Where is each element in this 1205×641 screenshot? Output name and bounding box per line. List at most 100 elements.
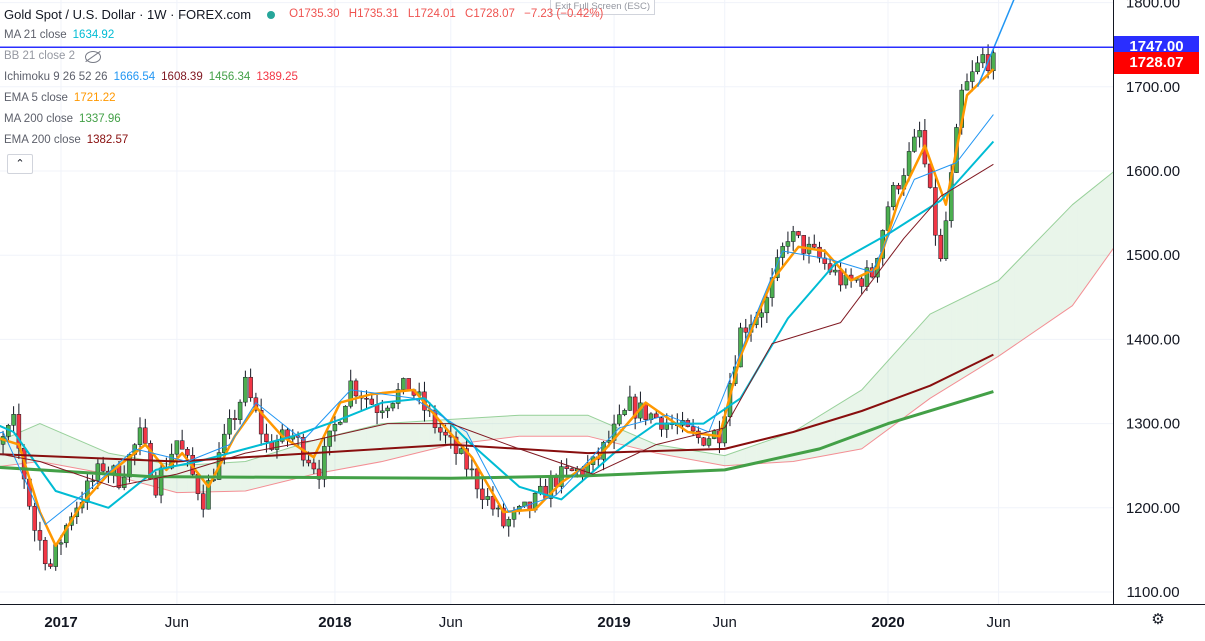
ichimoku-cloud-segment bbox=[524, 415, 530, 437]
collapse-legend-button[interactable]: ⌃ bbox=[7, 154, 33, 174]
candle-body bbox=[306, 459, 311, 464]
ichimoku-cloud-segment bbox=[1056, 215, 1062, 317]
ichimoku-cloud-segment bbox=[814, 415, 820, 458]
candle-body bbox=[58, 542, 64, 545]
indicator-row[interactable]: MA 200 close 1337.96 bbox=[4, 109, 609, 130]
series-line-ma-200-close bbox=[0, 390, 994, 480]
ichimoku-cloud-segment bbox=[529, 415, 536, 437]
ichimoku-cloud-segment bbox=[492, 416, 499, 440]
ichimoku-cloud-segment bbox=[1051, 220, 1057, 321]
ichimoku-cloud-segment bbox=[382, 423, 388, 462]
ichimoku-cloud-segment bbox=[176, 465, 183, 493]
ichimoku-cloud-segment bbox=[703, 452, 709, 463]
indicator-row[interactable]: BB 21 close 2 bbox=[4, 46, 609, 67]
ichimoku-cloud-segment bbox=[1024, 247, 1031, 339]
candle-body bbox=[116, 465, 122, 488]
indicator-row[interactable]: Ichimoku 9 26 52 26 1666.54 1608.39 1456.34… bbox=[4, 67, 609, 88]
indicator-row[interactable]: EMA 5 close 1721.22 bbox=[4, 88, 609, 109]
ichimoku-cloud-segment bbox=[535, 415, 541, 437]
indicator-value: 1337.96 bbox=[79, 113, 121, 125]
time-axis[interactable] bbox=[0, 604, 1113, 641]
ichimoku-cloud-segment bbox=[540, 415, 546, 437]
symbol-title[interactable]: Gold Spot / U.S. Dollar · 1W · FOREX.com bbox=[4, 7, 252, 22]
ichimoku-cloud-segment bbox=[514, 415, 520, 437]
indicator-value: 1456.34 bbox=[208, 71, 251, 83]
candle-body bbox=[137, 427, 143, 445]
y-tick-label: 1400.00 bbox=[1126, 331, 1180, 348]
ichimoku-cloud-segment bbox=[482, 417, 488, 441]
candle-body bbox=[980, 54, 986, 64]
candle-body bbox=[627, 396, 633, 411]
ichimoku-cloud-segment bbox=[772, 437, 778, 463]
close-value: C1728.07 bbox=[465, 8, 515, 20]
candle-body bbox=[833, 269, 838, 273]
open-value: O1735.30 bbox=[289, 8, 340, 20]
indicator-value: 1721.22 bbox=[73, 92, 116, 104]
ichimoku-cloud-segment bbox=[951, 301, 957, 386]
ichimoku-cloud-segment bbox=[571, 415, 578, 437]
ichimoku-cloud-segment bbox=[935, 308, 941, 396]
candle-body bbox=[237, 401, 243, 420]
series-line-ichimoku-conversion bbox=[0, 114, 994, 526]
ichimoku-cloud-segment bbox=[745, 446, 752, 465]
ichimoku-cloud-segment bbox=[877, 366, 883, 438]
price-axis[interactable] bbox=[1113, 0, 1205, 641]
ichimoku-cloud-segment bbox=[34, 423, 40, 463]
ichimoku-cloud-segment bbox=[603, 421, 609, 442]
ichimoku-cloud-segment bbox=[924, 314, 931, 403]
candle-body bbox=[121, 476, 127, 488]
candle-body bbox=[179, 440, 185, 450]
candle-body bbox=[311, 462, 317, 470]
hidden-eye-icon[interactable] bbox=[84, 50, 101, 63]
candle-body bbox=[706, 438, 712, 446]
candle-body bbox=[369, 398, 375, 405]
ichimoku-cloud-segment bbox=[1014, 258, 1020, 346]
ichimoku-cloud-segment bbox=[1019, 253, 1025, 342]
ichimoku-cloud-segment bbox=[993, 280, 999, 360]
candle-body bbox=[759, 312, 764, 318]
candle-body bbox=[348, 380, 353, 407]
ichimoku-cloud-segment bbox=[377, 423, 383, 463]
candle-body bbox=[701, 437, 706, 446]
candle-body bbox=[506, 519, 511, 527]
ichimoku-cloud-segment bbox=[371, 424, 378, 464]
ichimoku-cloud-segment bbox=[967, 293, 973, 376]
candle-body bbox=[501, 507, 506, 527]
y-tick-label: 1800.00 bbox=[1126, 0, 1180, 12]
ichimoku-cloud-segment bbox=[735, 450, 741, 466]
candle-body bbox=[258, 409, 264, 435]
ichimoku-cloud-segment bbox=[893, 349, 899, 426]
plot-area[interactable] bbox=[0, 0, 1113, 604]
candle-body bbox=[817, 246, 822, 259]
gear-icon[interactable]: ⚙ bbox=[1151, 611, 1165, 628]
ichimoku-cloud-segment bbox=[550, 415, 557, 437]
ichimoku-cloud-segment bbox=[729, 451, 736, 466]
ichimoku-cloud-segment bbox=[903, 337, 910, 418]
ichimoku-cloud-segment bbox=[66, 434, 72, 468]
ichimoku-cloud-segment bbox=[76, 439, 83, 470]
ichimoku-cloud-segment bbox=[714, 453, 720, 465]
y-tick-label: 1100.00 bbox=[1126, 584, 1179, 601]
candle-body bbox=[938, 234, 943, 259]
ichimoku-cloud-segment bbox=[519, 415, 525, 437]
ichimoku-cloud-segment bbox=[55, 430, 61, 466]
ichimoku-cloud-segment bbox=[1088, 187, 1094, 284]
ichimoku-cloud-segment bbox=[698, 451, 704, 462]
ichimoku-cloud-segment bbox=[361, 427, 367, 466]
low-value: L1724.01 bbox=[407, 8, 456, 20]
trend-line[interactable] bbox=[976, 0, 1015, 88]
x-tick-label: 2017 bbox=[44, 614, 77, 631]
x-tick-label: Jun bbox=[987, 614, 1011, 631]
series-line-ema-200-close bbox=[0, 353, 994, 463]
indicator-row[interactable]: MA 21 close 1634.92 bbox=[4, 25, 609, 46]
ichimoku-cloud-segment bbox=[808, 419, 815, 459]
candle-body bbox=[222, 433, 227, 453]
candle-body bbox=[401, 378, 406, 390]
ichimoku-cloud-segment bbox=[656, 444, 662, 455]
exit-fullscreen-button[interactable]: Exit Full Screen (ESC) bbox=[550, 0, 656, 15]
ichimoku-cloud-segment bbox=[598, 419, 604, 441]
candle-body bbox=[469, 468, 475, 471]
indicator-row[interactable]: EMA 200 close 1382.57 bbox=[4, 130, 609, 151]
ichimoku-cloud-segment bbox=[914, 325, 920, 410]
